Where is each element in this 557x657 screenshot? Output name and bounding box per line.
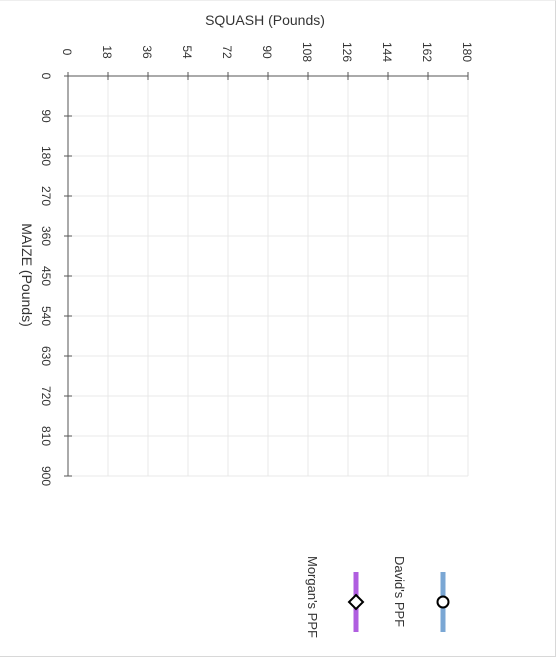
x-tick-label: 900 — [39, 466, 53, 486]
axes — [64, 72, 469, 477]
y-tick-label: 72 — [220, 45, 234, 59]
y-tick-label: 144 — [380, 42, 394, 62]
y-tick-label: 54 — [180, 45, 194, 59]
y-tick-label: 108 — [300, 42, 314, 62]
x-axis-title: MAIZE (Pounds) — [19, 223, 35, 326]
x-tick-label: 180 — [39, 146, 53, 166]
x-tick-label: 0 — [39, 73, 53, 80]
legend-marker-circle — [436, 595, 450, 609]
legend-label: Morgan's PPF — [305, 556, 320, 638]
x-tick-label: 270 — [39, 186, 53, 206]
y-tick-label: 180 — [460, 42, 474, 62]
x-tick-label: 540 — [39, 306, 53, 326]
y-tick-label: 90 — [260, 45, 274, 59]
grid-lines — [68, 76, 469, 477]
y-tick-label: 162 — [420, 42, 434, 62]
y-tick-label: 36 — [140, 45, 154, 59]
legend-label: David's PPF — [392, 556, 407, 627]
x-tick-label: 90 — [39, 109, 53, 123]
y-tick-label: 0 — [60, 49, 74, 56]
x-tick-label: 810 — [39, 426, 53, 446]
x-tick-label: 360 — [39, 226, 53, 246]
legend: David's PPF Morgan's PPF — [305, 556, 450, 638]
x-tick-label: 450 — [39, 266, 53, 286]
tick-labels: 0 18 36 54 72 90 108 126 144 162 180 0 90 180 270 360 45… — [39, 42, 474, 486]
x-tick-label: 720 — [39, 386, 53, 406]
y-tick-label: 18 — [100, 45, 114, 59]
y-axis-title: SQUASH (Pounds) — [205, 12, 325, 28]
y-tick-label: 126 — [340, 42, 354, 62]
legend-marker-diamond — [347, 593, 365, 611]
x-tick-label: 630 — [39, 346, 53, 366]
